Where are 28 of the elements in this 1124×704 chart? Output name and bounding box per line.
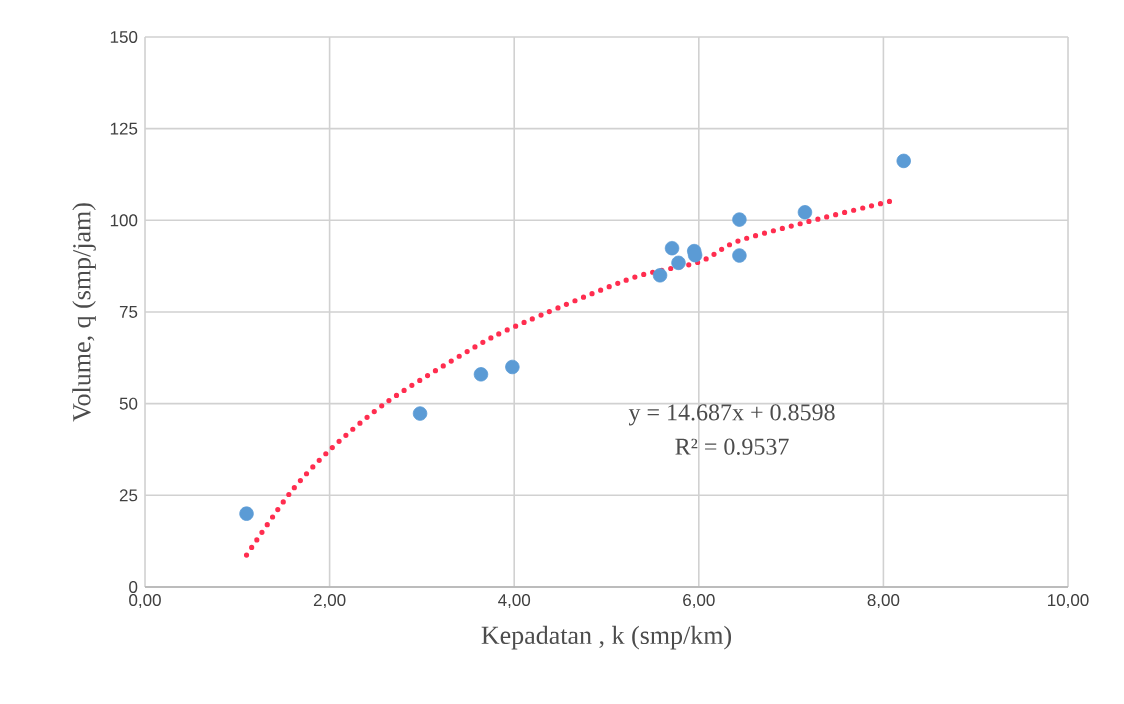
point (473, 367, 489, 382)
y-tick-label: 25 (119, 489, 138, 502)
point (239, 506, 254, 521)
point (671, 255, 686, 271)
point (412, 406, 428, 421)
y-tick-label: 50 (119, 397, 138, 410)
point (505, 359, 520, 375)
x-tick-label: 10,00 (1048, 594, 1089, 609)
point (732, 248, 747, 263)
y-tick-label: 125 (110, 122, 138, 135)
annotation: y = 14.687x + 0.8598 (628, 404, 835, 426)
point (896, 153, 911, 169)
x-tick-label: 6,00 (683, 594, 715, 609)
point (797, 205, 813, 220)
y-tick-label: 0 (129, 580, 138, 593)
x-tick-label: 2,00 (313, 594, 346, 609)
x-tick-label: 0,00 (129, 594, 161, 609)
point (664, 240, 680, 256)
y-tick-label: 75 (119, 306, 138, 318)
y-tick-label: 100 (110, 214, 138, 227)
y-tick-label: 150 (110, 30, 138, 43)
x-tick-label: 4,00 (498, 594, 531, 609)
x-axis-title: Kepadatan , k (smp/km) (481, 625, 732, 650)
annotation: R² = 0.9537 (675, 438, 789, 455)
y-axis-title: Volume, q (smp/jam) (72, 203, 96, 422)
point (652, 268, 668, 283)
point (732, 212, 747, 227)
x-tick-label: 8,00 (867, 594, 900, 609)
